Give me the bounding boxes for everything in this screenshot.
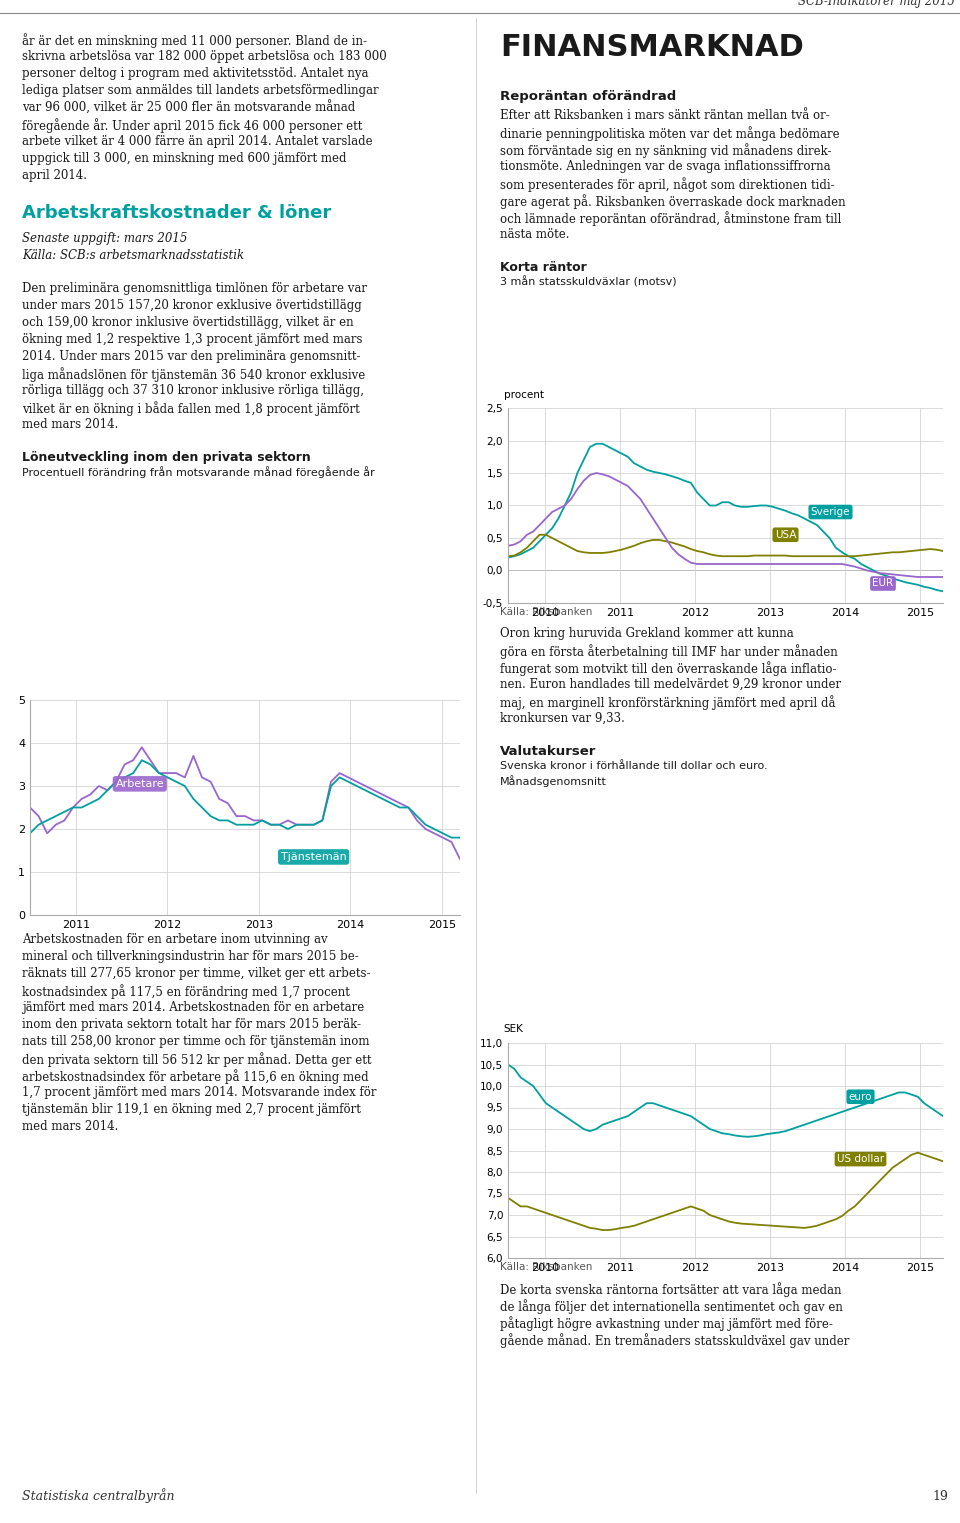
Text: liga månadslönen för tjänstemän 36 540 kronor exklusive: liga månadslönen för tjänstemän 36 540 k… [22,367,365,382]
Text: Korta räntor: Korta räntor [500,260,587,274]
Text: Tjänstemän: Tjänstemän [280,851,347,862]
Text: var 96 000, vilket är 25 000 fler än motsvarande månad: var 96 000, vilket är 25 000 fler än mot… [22,101,355,116]
Text: nen. Euron handlades till medelvärdet 9,29 kronor under: nen. Euron handlades till medelvärdet 9,… [500,678,841,691]
Text: Den preliminära genomsnittliga timlönen för arbetare var: Den preliminära genomsnittliga timlönen … [22,282,367,295]
Text: Källa: SCB:s arbetsmarknadsstatistik: Källa: SCB:s arbetsmarknadsstatistik [22,248,244,262]
Text: Löneutveckling inom den privata sektorn: Löneutveckling inom den privata sektorn [22,451,311,465]
Text: de långa följer det internationella sentimentet och gav en: de långa följer det internationella sent… [500,1299,843,1314]
Text: Källa: Riksbanken: Källa: Riksbanken [500,1263,592,1272]
Text: lediga platser som anmäldes till landets arbetsförmedlingar: lediga platser som anmäldes till landets… [22,84,378,97]
Text: SCB-Indikatorer maj 2015: SCB-Indikatorer maj 2015 [798,0,955,8]
Text: 2014. Under mars 2015 var den preliminära genomsnitt-: 2014. Under mars 2015 var den preliminär… [22,350,361,362]
Text: maj, en marginell kronförstärkning jämfört med april då: maj, en marginell kronförstärkning jämfö… [500,694,835,710]
Text: Sverige: Sverige [811,507,851,516]
Text: dinarie penningpolitiska möten var det många bedömare: dinarie penningpolitiska möten var det m… [500,126,840,140]
Text: nats till 258,00 kronor per timme och för tjänstemän inom: nats till 258,00 kronor per timme och fö… [22,1036,370,1048]
Text: mineral och tillverkningsindustrin har för mars 2015 be-: mineral och tillverkningsindustrin har f… [22,950,359,963]
Text: som presenterades för april, något som direktionen tidi-: som presenterades för april, något som d… [500,177,834,192]
Text: vilket är en ökning i båda fallen med 1,8 procent jämfört: vilket är en ökning i båda fallen med 1,… [22,401,360,416]
Text: SEK: SEK [504,1025,523,1034]
Text: göra en första återbetalning till IMF har under månaden: göra en första återbetalning till IMF ha… [500,644,838,659]
Text: procent: procent [504,390,543,401]
Text: jämfört med mars 2014. Arbetskostnaden för en arbetare: jämfört med mars 2014. Arbetskostnaden f… [22,1001,364,1014]
Text: Efter att Riksbanken i mars sänkt räntan mellan två or-: Efter att Riksbanken i mars sänkt räntan… [500,110,829,122]
Text: Oron kring huruvida Grekland kommer att kunna: Oron kring huruvida Grekland kommer att … [500,627,794,640]
Text: med mars 2014.: med mars 2014. [22,1119,118,1133]
Text: US dollar: US dollar [837,1154,884,1164]
Text: under mars 2015 157,20 kronor exklusive övertidstillägg: under mars 2015 157,20 kronor exklusive … [22,299,362,312]
Text: USA: USA [775,530,796,539]
Text: Arbetare: Arbetare [115,778,164,789]
Text: Arbetskraftskostnader & löner: Arbetskraftskostnader & löner [22,204,331,222]
Text: 19: 19 [932,1489,948,1503]
Text: skrivna arbetslösa var 182 000 öppet arbetslösa och 183 000: skrivna arbetslösa var 182 000 öppet arb… [22,50,387,62]
Text: april 2014.: april 2014. [22,169,87,183]
Text: gare agerat på. Riksbanken överraskade dock marknaden: gare agerat på. Riksbanken överraskade d… [500,193,846,209]
Text: uppgick till 3 000, en minskning med 600 jämfört med: uppgick till 3 000, en minskning med 600… [22,152,347,164]
Text: EUR: EUR [873,579,894,588]
Text: Svenska kronor i förhållande till dollar och euro.: Svenska kronor i förhållande till dollar… [500,762,768,771]
Text: De korta svenska räntorna fortsätter att vara låga medan: De korta svenska räntorna fortsätter att… [500,1282,842,1298]
Text: arbetskostnadsindex för arbetare på 115,6 en ökning med: arbetskostnadsindex för arbetare på 115,… [22,1069,369,1084]
Text: föregående år. Under april 2015 fick 46 000 personer ett: föregående år. Under april 2015 fick 46 … [22,117,362,133]
Text: gående månad. En tremånaders statsskuldväxel gav under: gående månad. En tremånaders statsskuldv… [500,1333,850,1348]
Text: med mars 2014.: med mars 2014. [22,417,118,431]
Text: Statistiska centralbyrån: Statistiska centralbyrån [22,1488,175,1503]
Text: fungerat som motvikt till den överraskande låga inflatio-: fungerat som motvikt till den överraskan… [500,661,836,676]
Text: påtagligt högre avkastning under maj jämfört med före-: påtagligt högre avkastning under maj jäm… [500,1316,833,1331]
Text: Arbetskostnaden för en arbetare inom utvinning av: Arbetskostnaden för en arbetare inom utv… [22,934,327,946]
Text: arbete vilket är 4 000 färre än april 2014. Antalet varslade: arbete vilket är 4 000 färre än april 20… [22,136,372,148]
Text: Senaste uppgift: mars 2015: Senaste uppgift: mars 2015 [22,231,187,245]
Text: Månadsgenomsnitt: Månadsgenomsnitt [500,775,607,787]
Text: Reporäntan oförändrad: Reporäntan oförändrad [500,90,676,104]
Text: Procentuell förändring från motsvarande månad föregående år: Procentuell förändring från motsvarande … [22,466,374,478]
Text: 3 mån statsskuldväxlar (motsv): 3 mån statsskuldväxlar (motsv) [500,276,677,288]
Text: inom den privata sektorn totalt har för mars 2015 beräk-: inom den privata sektorn totalt har för … [22,1017,361,1031]
Text: räknats till 277,65 kronor per timme, vilket ger ett arbets-: räknats till 277,65 kronor per timme, vi… [22,967,371,979]
Text: som förväntade sig en ny sänkning vid månadens direk-: som förväntade sig en ny sänkning vid må… [500,143,831,158]
Text: och lämnade reporäntan oförändrad, åtminstone fram till: och lämnade reporäntan oförändrad, åtmin… [500,212,841,225]
Text: 1,7 procent jämfört med mars 2014. Motsvarande index för: 1,7 procent jämfört med mars 2014. Motsv… [22,1086,376,1100]
Text: Källa: Riksbanken: Källa: Riksbanken [500,608,592,617]
Text: den privata sektorn till 56 512 kr per månad. Detta ger ett: den privata sektorn till 56 512 kr per m… [22,1052,372,1068]
Text: euro: euro [849,1092,873,1101]
Text: kronkursen var 9,33.: kronkursen var 9,33. [500,711,625,725]
Text: rörliga tillägg och 37 310 kronor inklusive rörliga tillägg,: rörliga tillägg och 37 310 kronor inklus… [22,384,364,398]
Text: Valutakurser: Valutakurser [500,745,596,758]
Text: år är det en minskning med 11 000 personer. Bland de in-: år är det en minskning med 11 000 person… [22,34,367,47]
Text: FINANSMARKNAD: FINANSMARKNAD [500,34,804,62]
Text: kostnadsindex på 117,5 en förändring med 1,7 procent: kostnadsindex på 117,5 en förändring med… [22,984,349,999]
Text: ökning med 1,2 respektive 1,3 procent jämfört med mars: ökning med 1,2 respektive 1,3 procent jä… [22,334,363,346]
Text: personer deltog i program med aktivitetsstöd. Antalet nya: personer deltog i program med aktivitets… [22,67,369,81]
Text: nästa möte.: nästa möte. [500,228,569,241]
Text: tjänstemän blir 119,1 en ökning med 2,7 procent jämfört: tjänstemän blir 119,1 en ökning med 2,7 … [22,1103,361,1116]
Text: och 159,00 kronor inklusive övertidstillägg, vilket är en: och 159,00 kronor inklusive övertidstill… [22,315,353,329]
Text: tionsmöte. Anledningen var de svaga inflationssiffrorna: tionsmöte. Anledningen var de svaga infl… [500,160,830,174]
